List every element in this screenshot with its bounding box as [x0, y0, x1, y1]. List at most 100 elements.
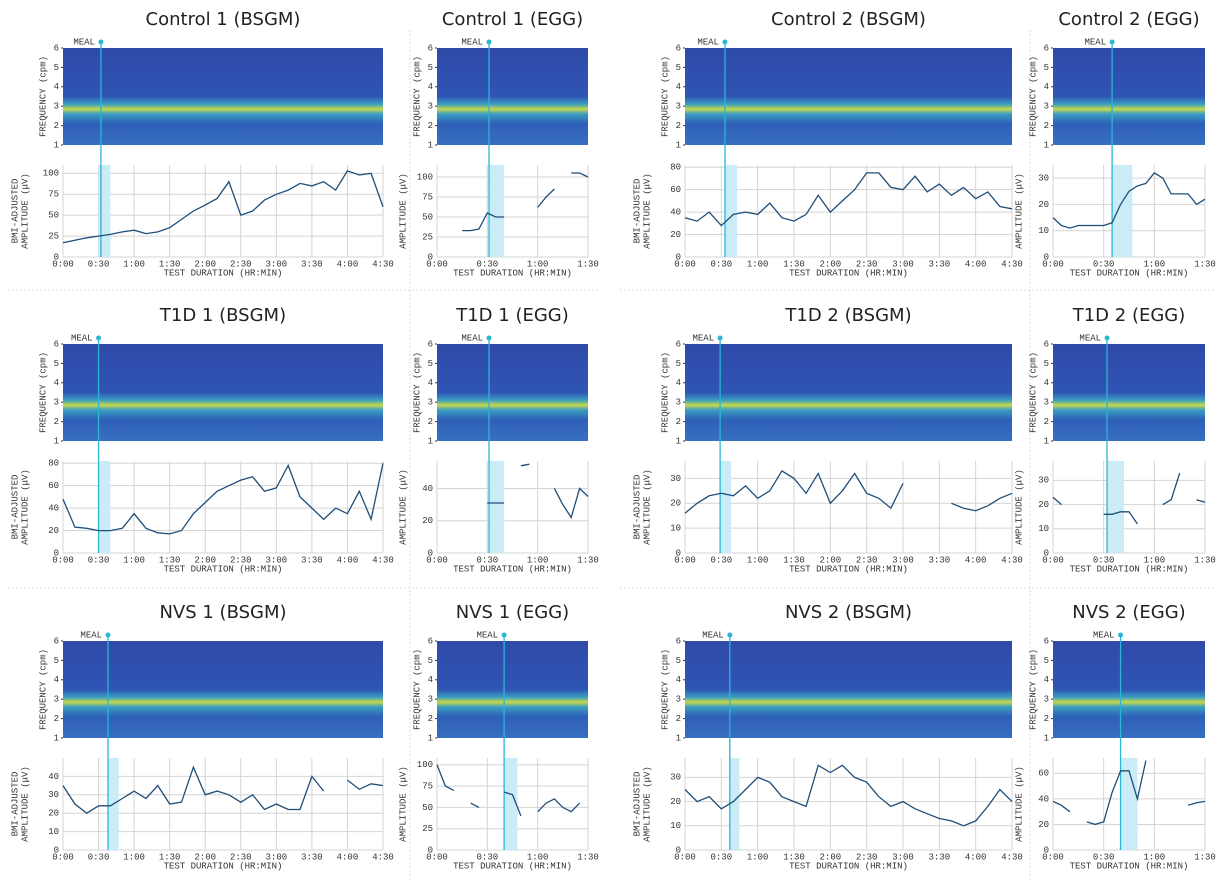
x-axis-label: TEST DURATION (HR:MIN) — [453, 564, 572, 574]
y-tick-label: 2 — [676, 714, 681, 724]
y-tick-label: 0 — [676, 845, 681, 855]
x-tick-label: 2:00 — [820, 259, 842, 269]
panel-title: T1D 1 (BSGM) — [159, 305, 286, 326]
x-axis-label: TEST DURATION (HR:MIN) — [789, 268, 908, 278]
x-tick-label: 4:00 — [337, 852, 359, 862]
y-tick-label: 4 — [1044, 675, 1049, 685]
meal-label: MEAL — [1093, 630, 1115, 640]
y-tick-label: 4 — [428, 675, 433, 685]
y-tick-label: 100 — [417, 172, 433, 182]
y-tick-label: 4 — [1044, 82, 1049, 92]
series-line — [684, 764, 1013, 827]
y-axis-label: BMI-ADJUSTED — [632, 772, 642, 837]
y-tick-label: 30 — [48, 790, 59, 800]
x-tick-label: 1:00 — [747, 555, 769, 565]
x-tick-label: 0:30 — [711, 555, 733, 565]
meal-window — [724, 165, 738, 257]
y-tick-label: 2 — [428, 121, 433, 131]
x-tick-label: 3:30 — [929, 555, 951, 565]
x-tick-label: 3:30 — [301, 852, 323, 862]
y-tick-label: 5 — [676, 359, 681, 369]
meal-marker — [501, 632, 507, 638]
y-tick-label: 1 — [54, 733, 59, 743]
panel: NVS 1 (EGG) 1 2 3 4 5 6 FREQUENCY (cpm) 0 25 50 75 1… — [398, 602, 598, 871]
y-tick-label: 60 — [670, 185, 681, 195]
x-tick-label: 2:00 — [194, 259, 216, 269]
y-tick-label: 1 — [54, 436, 59, 446]
spectrogram — [1053, 641, 1205, 738]
y-tick-label: 6 — [676, 43, 681, 53]
x-tick-label: 1:00 — [527, 852, 549, 862]
y-tick-label: 0 — [1044, 252, 1049, 262]
x-axis-label: TEST DURATION (HR:MIN) — [1070, 564, 1189, 574]
meal-marker — [717, 335, 723, 341]
y-tick-label: 0 — [428, 252, 433, 262]
x-tick-label: 3:00 — [266, 555, 288, 565]
y-axis-label: FREQUENCY (cpm) — [38, 352, 48, 433]
x-tick-label: 3:30 — [301, 555, 323, 565]
panel: NVS 2 (BSGM) 1 2 3 4 5 6 FREQUENCY (cpm) 0 10 20 30… — [632, 602, 1022, 871]
x-tick-label: 0:30 — [88, 852, 110, 862]
y-axis-label: FREQUENCY (cpm) — [660, 56, 670, 137]
panel-title: Control 1 (BSGM) — [146, 9, 301, 30]
series-line — [62, 463, 384, 535]
x-axis-label: TEST DURATION (HR:MIN) — [453, 861, 572, 871]
y-tick-label: 0 — [1044, 548, 1049, 558]
spectrogram — [437, 48, 588, 145]
x-tick-label: 2:30 — [856, 555, 878, 565]
y-tick-label: 10 — [1038, 524, 1049, 534]
x-tick-label: 2:30 — [856, 259, 878, 269]
y-tick-label: 1 — [1044, 733, 1049, 743]
x-tick-label: 4:00 — [965, 259, 987, 269]
series-line — [62, 765, 384, 814]
meal-window — [1112, 165, 1133, 257]
x-tick-label: 0:30 — [1093, 852, 1115, 862]
x-tick-label: 3:00 — [266, 852, 288, 862]
y-tick-label: 6 — [54, 43, 59, 53]
y-tick-label: 5 — [428, 359, 433, 369]
x-tick-label: 0:00 — [1042, 852, 1064, 862]
x-tick-label: 1:30 — [1194, 852, 1216, 862]
y-tick-label: 3 — [676, 102, 681, 112]
y-tick-label: 50 — [422, 803, 433, 813]
y-tick-label: 6 — [1044, 339, 1049, 349]
y-tick-label: 20 — [48, 809, 59, 819]
y-tick-label: 40 — [48, 772, 59, 782]
x-tick-label: 2:30 — [856, 852, 878, 862]
y-tick-label: 1 — [676, 733, 681, 743]
x-tick-label: 0:00 — [674, 852, 696, 862]
y-axis-label: AMPLITUDE (μV) — [20, 766, 30, 842]
y-tick-label: 10 — [670, 524, 681, 534]
y-axis-label: FREQUENCY (cpm) — [412, 649, 422, 730]
panel-title: Control 1 (EGG) — [442, 9, 583, 30]
y-tick-label: 4 — [54, 82, 59, 92]
y-tick-label: 5 — [1044, 359, 1049, 369]
x-tick-label: 0:00 — [426, 852, 448, 862]
y-tick-label: 3 — [54, 695, 59, 705]
x-tick-label: 1:30 — [783, 555, 805, 565]
y-tick-label: 0 — [1044, 845, 1049, 855]
y-tick-label: 0 — [428, 548, 433, 558]
y-axis-label: AMPLITUDE (μV) — [20, 469, 30, 545]
y-axis-label: BMI-ADJUSTED — [10, 179, 20, 244]
x-tick-label: 1:30 — [783, 259, 805, 269]
x-tick-label: 1:00 — [527, 259, 549, 269]
y-tick-label: 75 — [422, 781, 433, 791]
y-tick-label: 20 — [670, 230, 681, 240]
spectrogram — [63, 344, 383, 441]
y-axis-label: FREQUENCY (cpm) — [1028, 649, 1038, 730]
meal-marker — [727, 632, 733, 638]
x-tick-label: 4:30 — [1001, 259, 1023, 269]
x-axis-label: TEST DURATION (HR:MIN) — [1070, 861, 1189, 871]
x-tick-label: 1:00 — [123, 852, 145, 862]
x-tick-label: 2:00 — [820, 555, 842, 565]
y-tick-label: 30 — [670, 474, 681, 484]
x-tick-label: 3:30 — [929, 259, 951, 269]
y-tick-label: 40 — [1038, 794, 1049, 804]
meal-label: MEAL — [702, 630, 724, 640]
y-tick-label: 6 — [428, 636, 433, 646]
y-tick-label: 3 — [676, 398, 681, 408]
y-tick-label: 40 — [48, 503, 59, 513]
y-tick-label: 25 — [48, 231, 59, 241]
